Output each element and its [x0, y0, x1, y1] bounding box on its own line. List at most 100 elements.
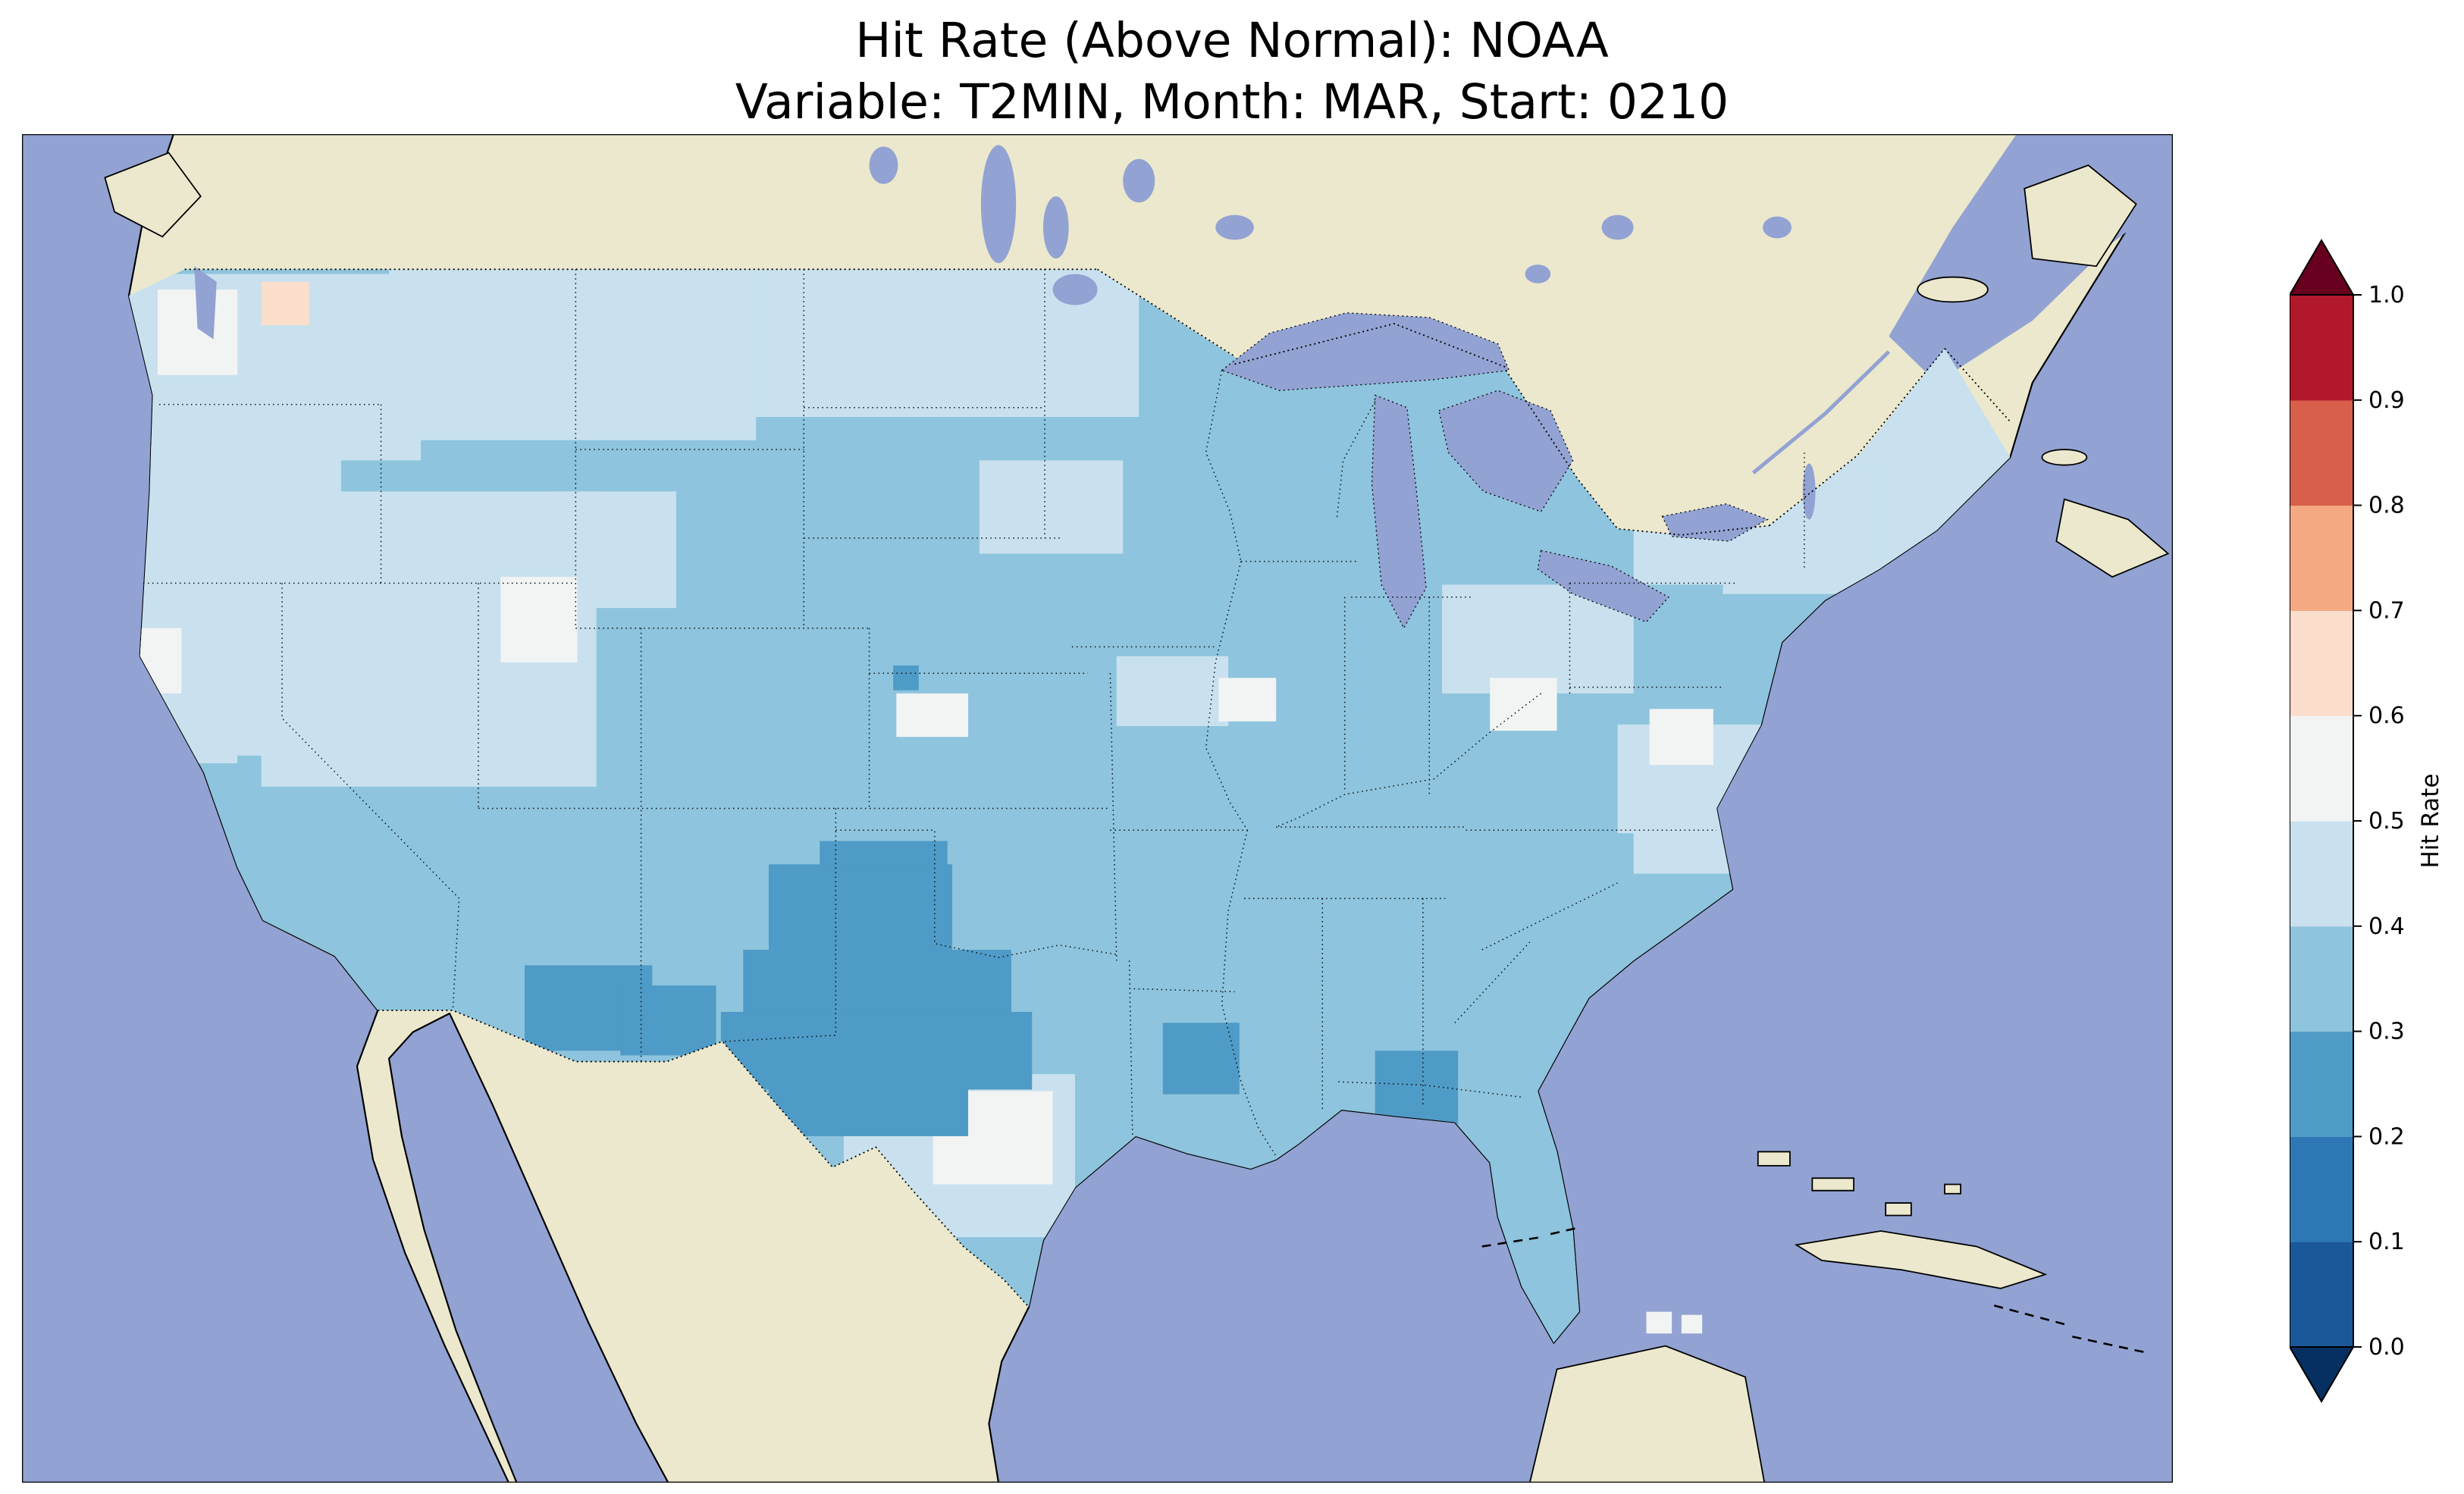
- nova-scotia: [2056, 500, 2168, 577]
- state-border: [1338, 1082, 1523, 1097]
- colorbar-tick-label: 0.8: [2368, 493, 2405, 519]
- hit-rate-cell-patch: [1490, 678, 1557, 731]
- great-lakes: [1222, 313, 1768, 628]
- lake-champlain: [1802, 463, 1816, 520]
- island-chain-dashes: [1482, 1228, 2144, 1352]
- colorbar-segment-0.8-0.9: [2290, 399, 2353, 506]
- colorbar-ticks: 0.0 0.1 0.2 0.3 0.4 0.5 0.6 0.7 0.8 0.9 1.0: [2353, 282, 2405, 1361]
- canadian-lakes: [869, 145, 1816, 520]
- hit-rate-cell-patch: [979, 460, 1124, 554]
- florida-keys-dashes: [1482, 1237, 1541, 1246]
- lake-winnipegosis: [1042, 196, 1069, 258]
- us-canada-border: [1506, 371, 1769, 535]
- colorbar-segment-0.1-0.2: [2290, 1136, 2353, 1242]
- hit-rate-cell-patch: [768, 1082, 969, 1136]
- colorbar-tick-label: 0.6: [2368, 703, 2405, 729]
- bay-of-fundy: [2019, 429, 2161, 507]
- state-border: [1455, 942, 1530, 1023]
- bahamas-island: [1812, 1178, 1854, 1190]
- state-border: [1276, 694, 1541, 827]
- bahamas-island: [1945, 1184, 1961, 1193]
- offshore-hit-rate-patches: [1646, 1311, 1703, 1334]
- lake-erie: [1538, 550, 1669, 622]
- colorbar-extend-under-arrow: [2290, 1346, 2355, 1403]
- colorbar-segment-0.6-0.7: [2290, 610, 2353, 716]
- colorbar-tick-label: 0.4: [2368, 913, 2405, 940]
- cuba-island: [1796, 1231, 2045, 1289]
- conus-hit-rate-map: [22, 134, 2173, 1483]
- colorbar-segment-0.7-0.8: [2290, 505, 2353, 611]
- antilles-dashes: [1994, 1305, 2064, 1324]
- hit-rate-cell-patch: [389, 269, 757, 440]
- lake-of-the-woods: [1052, 274, 1098, 305]
- florida-keys-dashes: [1550, 1228, 1578, 1234]
- colorbar: 0.0 0.1 0.2 0.3 0.4 0.5 0.6 0.7 0.8 0.9 1.0 Hit Ra…: [2290, 233, 2461, 1461]
- lake-superior: [1222, 313, 1509, 390]
- small-lake: [869, 146, 898, 184]
- colorbar-axis-label: Hit Rate: [2417, 773, 2444, 868]
- lake-nipigon: [1215, 215, 1254, 240]
- colorbar-segments: [2290, 295, 2353, 1348]
- hit-rate-cell-patch: [720, 1011, 1033, 1090]
- antilles-dashes: [2072, 1336, 2144, 1351]
- figure-subtitle: Variable: T2MIN, Month: MAR, Start: 0210: [735, 74, 1729, 130]
- map-panel: [22, 134, 2173, 1483]
- colorbar-tick-label: 0.0: [2368, 1334, 2405, 1361]
- state-border: [1130, 960, 1133, 1136]
- state-border: [835, 830, 1116, 957]
- anticosti-island: [1917, 277, 1988, 302]
- st-lawrence-river: [1753, 352, 1889, 473]
- hit-rate-cell-patch: [1649, 709, 1713, 766]
- newfoundland-island: [2024, 165, 2136, 266]
- us-mexico-border: [378, 1010, 1029, 1307]
- small-lake: [1601, 215, 1634, 240]
- hit-rate-cell-patch: [261, 281, 309, 326]
- us-canada-border: [1770, 349, 1945, 526]
- national-borders: [185, 269, 2011, 1307]
- state-borders: [143, 269, 1804, 1156]
- state-border: [1206, 371, 1241, 562]
- lake-michigan: [1372, 395, 1426, 628]
- colorbar-segment-0.0-0.1: [2290, 1242, 2353, 1348]
- colorbar-tick-label: 1.0: [2368, 282, 2405, 309]
- colorbar-tick-label: 0.9: [2368, 387, 2405, 414]
- colorbar-tick-label: 0.2: [2368, 1123, 2405, 1150]
- offshore-hit-rate-cell: [1681, 1314, 1703, 1334]
- us-data-region: [129, 269, 2011, 1343]
- hit-rate-cell-patch: [896, 693, 969, 738]
- colorbar-segment-0.2-0.3: [2290, 1031, 2353, 1137]
- colorbar-tick-label: 0.3: [2368, 1019, 2405, 1045]
- hit-rate-cell-patch: [1162, 1023, 1240, 1095]
- offshore-hit-rate-cell: [1646, 1311, 1672, 1334]
- hit-rate-cell-patch: [1218, 678, 1277, 722]
- colorbar-tick-label: 0.1: [2368, 1229, 2405, 1255]
- state-border: [1222, 830, 1277, 1156]
- figure-title-block: Hit Rate (Above Normal): NOAA Variable: …: [0, 11, 2464, 133]
- small-lake: [1763, 216, 1792, 239]
- lake-winnipeg: [980, 145, 1017, 264]
- hit-rate-cell-patch: [620, 985, 716, 1056]
- figure-title: Hit Rate (Above Normal): NOAA: [855, 13, 1609, 68]
- colorbar-segment-0.9-1.0: [2290, 295, 2353, 401]
- yucatan-peninsula: [1530, 1346, 1764, 1483]
- colorbar-segment-0.5-0.6: [2290, 716, 2353, 822]
- colorbar-tick-label: 0.5: [2368, 808, 2405, 835]
- bahamas-island: [1758, 1151, 1790, 1165]
- hit-rate-cell-patch: [1116, 656, 1229, 726]
- bahamas-island: [1886, 1203, 1911, 1215]
- small-lake: [1525, 265, 1551, 283]
- hit-rate-cell-patch: [893, 665, 919, 691]
- colorbar-segment-0.3-0.4: [2290, 926, 2353, 1032]
- colorbar-extend-over-arrow: [2290, 239, 2355, 296]
- vancouver-island: [105, 153, 200, 237]
- small-lake: [1123, 158, 1155, 203]
- colorbar-tick-label: 0.7: [2368, 597, 2405, 624]
- prince-edward-island: [2042, 449, 2086, 465]
- hit-rate-cell-patch: [768, 864, 952, 958]
- hit-rate-cell-patch: [500, 577, 578, 662]
- lake-ontario: [1663, 504, 1768, 541]
- colorbar-segment-0.4-0.5: [2290, 821, 2353, 927]
- us-canada-border: [1234, 324, 1506, 367]
- colorbar-svg: 0.0 0.1 0.2 0.3 0.4 0.5 0.6 0.7 0.8 0.9 1.0 Hit Ra…: [2290, 239, 2444, 1403]
